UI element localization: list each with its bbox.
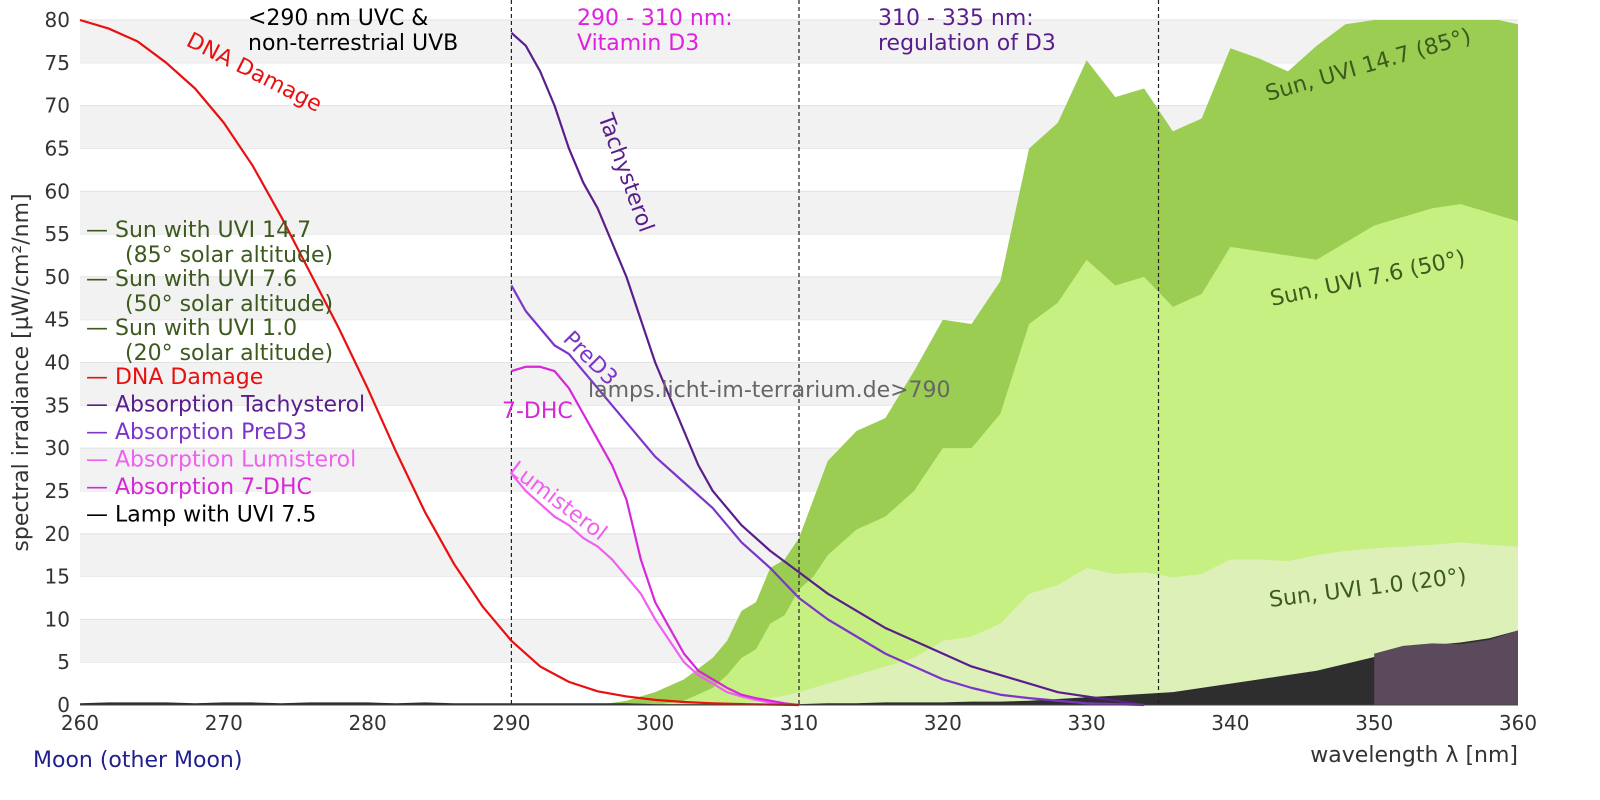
y-tick-label: 70 [45,94,70,118]
x-tick-label: 350 [1355,711,1393,735]
x-tick-label: 360 [1499,711,1537,735]
area-sun-uvi-1-0-20 [727,542,1518,705]
legend-item-2: — Sun with UVI 7.6 [86,267,297,292]
region-label-2-line1: 290 - 310 nm: [577,6,733,31]
y-axis-label: spectral irradiance [µW/cm²/nm] [9,193,34,551]
line-absorption-7-dhc [511,365,800,707]
y-tick-label: 20 [45,522,70,546]
line-dna-damage [79,18,800,707]
region-label-2-line2: Vitamin D3 [577,31,699,56]
line-absorption-tachysterol [510,32,1145,707]
legend-item-6: — Absorption PreD3 [86,420,307,445]
y-tick-label: 45 [45,308,70,332]
x-tick-label: 260 [61,711,99,735]
y-tick-label: 55 [45,222,70,246]
y-tick-label: 50 [45,265,70,289]
region-label-1-line1: <290 nm UVC & [248,6,428,31]
y-tick-label: 5 [57,650,70,674]
y-tick-label: 25 [45,479,70,503]
y-tick-label: 35 [45,393,70,417]
y-tick-label: 80 [45,8,70,32]
legend-item-5: — Absorption Tachysterol [86,393,365,418]
legend-item-1: — Sun with UVI 14.7 [86,218,311,243]
legend-item-4: — DNA Damage [86,365,263,390]
region-label-3-line1: 310 - 335 nm: [878,6,1034,31]
legend-item-7: — Absorption Lumisterol [86,448,356,473]
region-lines [510,0,1160,705]
y-tick-label: 65 [45,136,70,160]
curve-label-7-dhc: 7-DHC [502,399,573,424]
watermark: lamps.licht-im-terrarium.de>790 [588,378,951,403]
legend-item-2-sub: (50° solar altitude) [125,292,333,317]
legend-item-3-sub: (20° solar altitude) [125,341,333,366]
y-tick-label: 15 [45,565,70,589]
y-tick-label: 0 [57,693,70,717]
line-absorption-lumisterol [510,473,800,707]
x-tick-label: 280 [349,711,387,735]
line-series [79,18,1145,707]
y-tick-label: 75 [45,51,70,75]
region-label-3-line2: regulation of D3 [878,31,1056,56]
x-axis-label: wavelength λ [nm] [1310,743,1518,768]
x-tick-label: 310 [780,711,818,735]
footer-text: Moon (other Moon) [33,748,243,773]
line-absorption-pred3 [510,284,1145,707]
x-tick-label: 340 [1211,711,1249,735]
x-tick-label: 300 [636,711,674,735]
legend: — Sun with UVI 14.7(85° solar altitude)—… [86,218,365,528]
legend-item-1-sub: (85° solar altitude) [125,243,333,268]
region-label-1-line2: non-terrestrial UVB [248,31,458,56]
x-tick-label: 270 [205,711,243,735]
legend-item-3: — Sun with UVI 1.0 [86,316,297,341]
y-tick-label: 30 [45,436,70,460]
grid-band [80,20,1518,63]
x-tick-label: 330 [1068,711,1106,735]
y-tick-label: 10 [45,607,70,631]
area-series [80,20,1518,705]
area-lamp-uva [1374,630,1518,705]
x-tick-label: 290 [492,711,530,735]
x-tick-label: 320 [924,711,962,735]
legend-item-8: — Absorption 7-DHC [86,475,312,500]
axes: 260 270 280 290 300 310 320 330 340 350 360 0 5 10 15 2… [9,8,1537,768]
legend-item-9: — Lamp with UVI 7.5 [86,503,316,528]
y-tick-label: 60 [45,179,70,203]
y-tick-label: 40 [45,351,70,375]
